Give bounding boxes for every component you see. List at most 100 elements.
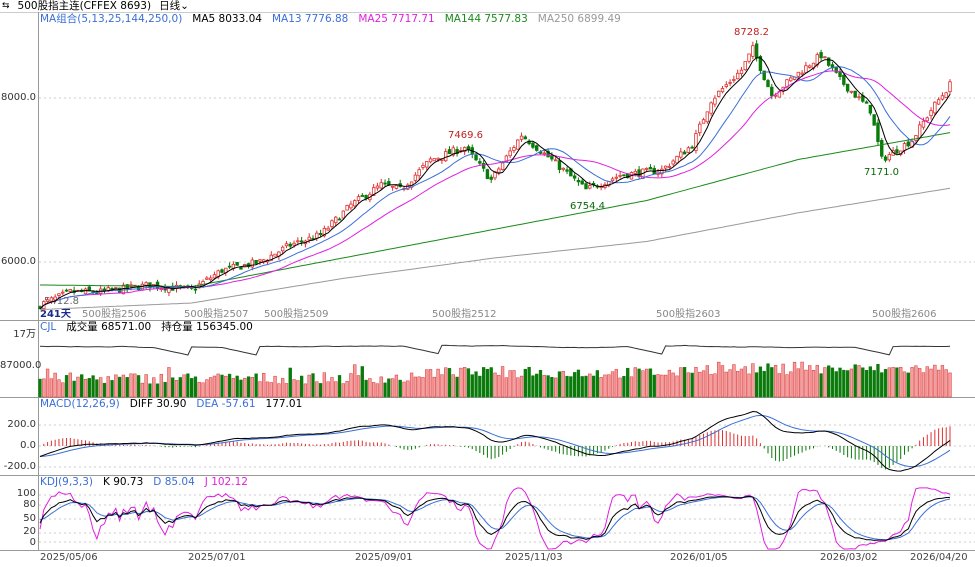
volume-bar	[38, 378, 42, 398]
volume-bar	[68, 372, 72, 398]
candle	[588, 185, 592, 189]
candle	[667, 165, 672, 168]
ma25-line	[39, 70, 951, 310]
contract-roll-label: 500股指2509	[264, 309, 329, 320]
volume-bar	[182, 374, 186, 398]
candle	[364, 195, 368, 199]
candle	[326, 227, 330, 231]
candle	[565, 169, 569, 172]
candle	[576, 179, 581, 183]
candle	[451, 147, 455, 156]
volume-bar	[546, 375, 550, 398]
cjl-indicator-selector[interactable]: CJL	[40, 321, 57, 333]
volume-bar	[572, 372, 577, 398]
volume-bar	[698, 371, 702, 398]
volume-bar	[527, 366, 531, 398]
volume-bar	[834, 371, 838, 398]
volume-bar	[857, 365, 861, 398]
candle	[698, 123, 702, 134]
candle	[823, 56, 827, 59]
candle	[371, 187, 376, 196]
candle	[481, 163, 486, 169]
volume-bar	[387, 378, 391, 398]
main-legend: MA组合(5,13,25,144,250,0) MA5 8033.04 MA13…	[40, 13, 621, 26]
divider	[0, 397, 975, 398]
candle	[49, 297, 54, 302]
volume-bar	[163, 381, 167, 398]
volume-bar	[720, 365, 725, 398]
candle	[770, 86, 774, 97]
volume-bar	[842, 369, 846, 398]
volume-bar	[811, 370, 816, 398]
volume-bar	[402, 381, 406, 398]
volume-bar	[330, 377, 334, 398]
candle	[68, 289, 73, 292]
candle	[273, 253, 277, 257]
volume-bar	[125, 377, 129, 398]
low-annotation: 7171.0	[864, 167, 899, 178]
volume-bar	[152, 377, 156, 398]
volume-bar	[766, 363, 770, 398]
divider	[0, 475, 975, 476]
volume-bar	[531, 375, 535, 398]
volume-bar	[72, 380, 76, 398]
volume-bar	[45, 368, 50, 398]
volume-bar	[117, 376, 122, 398]
candle	[584, 183, 588, 190]
volume-bar	[648, 368, 653, 398]
candle	[853, 90, 857, 98]
candle	[872, 114, 876, 126]
volume-bar	[80, 374, 84, 398]
j-line	[39, 487, 951, 550]
volume-bar	[254, 373, 258, 398]
volume-bar	[258, 381, 262, 398]
candle	[743, 61, 747, 71]
volume-bar	[542, 375, 546, 398]
d-line	[39, 496, 951, 541]
volume-bar	[273, 375, 277, 398]
volume-bar	[455, 376, 459, 398]
volume-bar	[205, 379, 209, 398]
volume-bar	[717, 361, 721, 398]
j-value: J 102.12	[204, 476, 248, 488]
volume-bar	[584, 375, 588, 398]
low-annotation: 6754.4	[570, 201, 605, 212]
candle	[701, 119, 706, 124]
candle	[682, 151, 687, 155]
link-icon[interactable]: ⇆	[2, 1, 10, 11]
volume-bar	[474, 371, 478, 398]
candle	[728, 81, 732, 84]
candle	[679, 151, 683, 158]
candle	[724, 84, 728, 87]
candle	[936, 99, 941, 105]
kdj-indicator-selector[interactable]: KDJ(9,3,3)	[40, 476, 93, 488]
candle	[887, 154, 892, 161]
volume-bar	[762, 370, 766, 398]
ma-indicator-selector[interactable]: MA组合(5,13,25,144,250,0)	[40, 13, 183, 25]
candle	[826, 57, 831, 66]
volume-bar	[561, 371, 565, 398]
volume-bar	[140, 382, 145, 398]
volume-bar	[610, 371, 615, 398]
volume-bar	[299, 375, 304, 398]
candle	[690, 146, 694, 149]
volume-bar	[326, 381, 330, 398]
volume-bar	[425, 369, 429, 398]
candle	[557, 160, 562, 170]
candle	[720, 88, 725, 93]
period-selector[interactable]: 日线⌄	[159, 0, 189, 12]
candle	[637, 169, 641, 177]
cjl-legend: CJL 成交量 68571.00 持仓量 156345.00	[40, 321, 253, 334]
volume-bar	[682, 367, 687, 398]
candle	[751, 45, 755, 57]
candle	[906, 141, 910, 147]
candle	[796, 71, 801, 77]
candle	[622, 174, 626, 177]
macd-indicator-selector[interactable]: MACD(12,26,9)	[40, 398, 120, 410]
candle	[462, 147, 467, 152]
volume-bar	[838, 367, 842, 398]
candle	[580, 180, 584, 185]
contract-roll-label: 500股指2512	[432, 309, 497, 320]
ma144-line	[40, 132, 951, 288]
